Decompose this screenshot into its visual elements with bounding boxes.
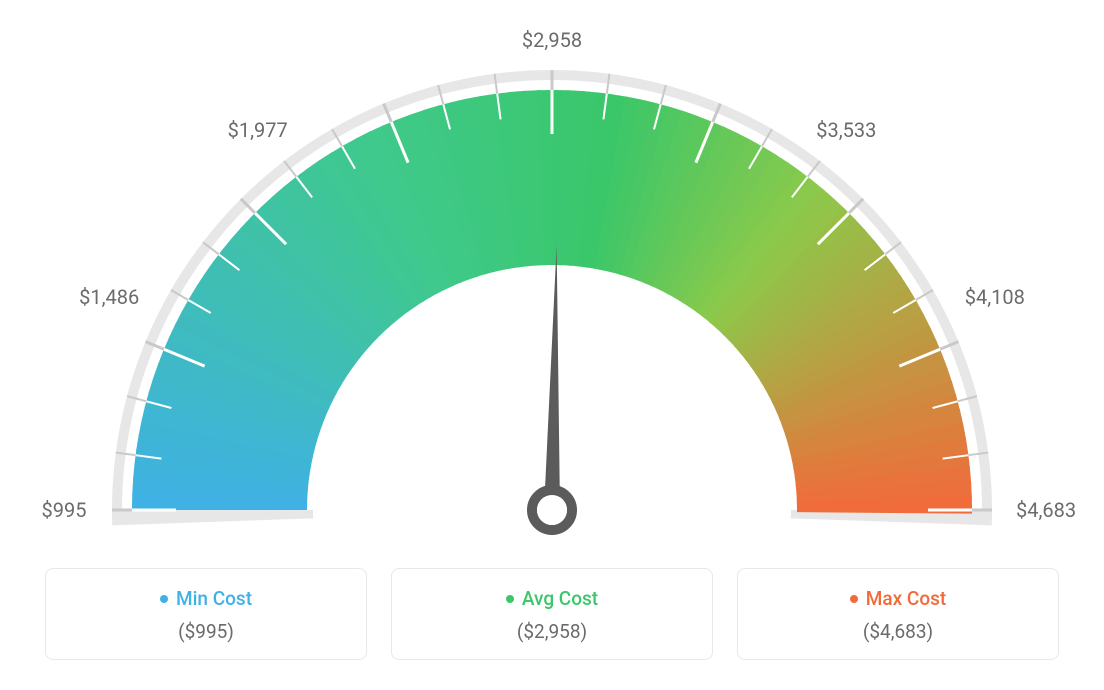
legend-title-max: Max Cost bbox=[850, 587, 946, 610]
cost-gauge-chart: $995 $1,486 $1,977 $2,958 $3,533 $4,108 $4,683… bbox=[0, 0, 1104, 690]
gauge-scale-label: $2,958 bbox=[522, 28, 582, 52]
legend-title-avg-text: Avg Cost bbox=[522, 587, 598, 610]
legend-value-avg: ($2,958) bbox=[392, 620, 712, 643]
legend-title-max-text: Max Cost bbox=[866, 587, 946, 610]
gauge-scale-label: $3,533 bbox=[816, 118, 876, 142]
legend-title-avg: Avg Cost bbox=[506, 587, 598, 610]
legend-card-avg: Avg Cost ($2,958) bbox=[391, 568, 713, 660]
legend-dot-avg bbox=[506, 595, 514, 603]
gauge-scale-label: $995 bbox=[42, 498, 87, 522]
legend-value-min: ($995) bbox=[46, 620, 366, 643]
legend-dot-max bbox=[850, 595, 858, 603]
legend-title-min: Min Cost bbox=[160, 587, 252, 610]
gauge-scale-label: $4,108 bbox=[965, 285, 1025, 309]
gauge-scale-label: $4,683 bbox=[1016, 498, 1076, 522]
legend-row: Min Cost ($995) Avg Cost ($2,958) Max Co… bbox=[45, 568, 1059, 660]
legend-value-max: ($4,683) bbox=[738, 620, 1058, 643]
legend-card-max: Max Cost ($4,683) bbox=[737, 568, 1059, 660]
gauge-area: $995$1,486$1,977$2,958$3,533$4,108$4,683 bbox=[77, 30, 1027, 570]
legend-title-min-text: Min Cost bbox=[176, 587, 252, 610]
legend-card-min: Min Cost ($995) bbox=[45, 568, 367, 660]
gauge-scale-label: $1,486 bbox=[79, 285, 139, 309]
gauge-svg bbox=[77, 30, 1027, 570]
gauge-scale-label: $1,977 bbox=[228, 118, 288, 142]
legend-dot-min bbox=[160, 595, 168, 603]
